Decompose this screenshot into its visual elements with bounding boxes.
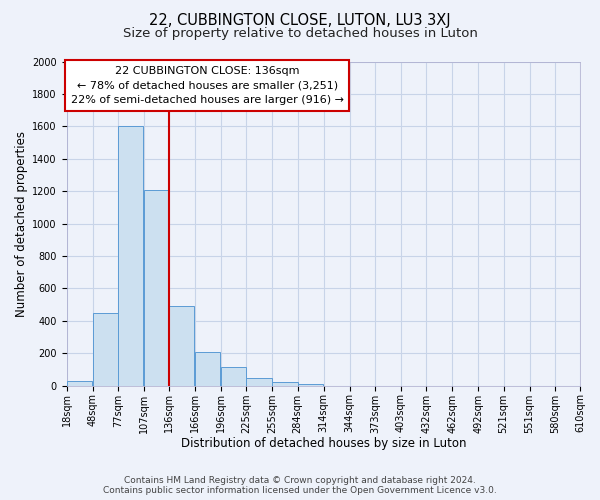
X-axis label: Distribution of detached houses by size in Luton: Distribution of detached houses by size … bbox=[181, 437, 466, 450]
Text: 22 CUBBINGTON CLOSE: 136sqm
← 78% of detached houses are smaller (3,251)
22% of : 22 CUBBINGTON CLOSE: 136sqm ← 78% of det… bbox=[71, 66, 344, 105]
Bar bbox=[67, 381, 92, 386]
Y-axis label: Number of detached properties: Number of detached properties bbox=[15, 130, 28, 316]
Bar bbox=[195, 352, 220, 386]
Bar bbox=[221, 367, 247, 386]
Text: 22, CUBBINGTON CLOSE, LUTON, LU3 3XJ: 22, CUBBINGTON CLOSE, LUTON, LU3 3XJ bbox=[149, 12, 451, 28]
Bar bbox=[247, 378, 272, 386]
Bar bbox=[298, 384, 323, 386]
Bar bbox=[272, 382, 298, 386]
Bar bbox=[118, 126, 143, 386]
Bar bbox=[169, 306, 194, 386]
Bar bbox=[144, 190, 169, 386]
Text: Contains HM Land Registry data © Crown copyright and database right 2024.
Contai: Contains HM Land Registry data © Crown c… bbox=[103, 476, 497, 495]
Text: Size of property relative to detached houses in Luton: Size of property relative to detached ho… bbox=[122, 28, 478, 40]
Bar bbox=[92, 313, 118, 386]
